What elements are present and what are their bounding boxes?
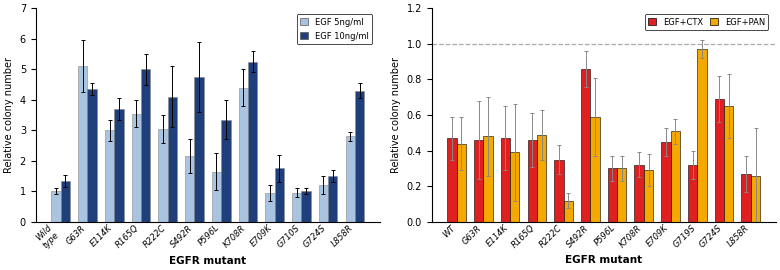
Bar xyxy=(114,109,123,222)
Bar xyxy=(697,49,707,222)
Bar xyxy=(105,130,114,222)
Bar xyxy=(724,106,733,222)
Bar xyxy=(510,153,519,222)
Bar xyxy=(501,138,510,222)
Bar xyxy=(671,131,680,222)
Bar xyxy=(61,181,70,222)
Bar xyxy=(714,99,724,222)
Bar xyxy=(742,174,751,222)
Bar xyxy=(590,117,600,222)
Bar xyxy=(634,165,644,222)
Bar xyxy=(222,120,231,222)
Bar xyxy=(661,142,671,222)
Bar xyxy=(537,135,546,222)
Bar xyxy=(239,87,248,222)
Bar xyxy=(275,168,284,222)
Bar xyxy=(132,113,141,222)
Bar xyxy=(301,191,310,222)
Bar xyxy=(564,201,573,222)
Bar xyxy=(158,129,168,222)
Bar xyxy=(527,140,537,222)
Legend: EGF 5ng/ml, EGF 10ng/ml: EGF 5ng/ml, EGF 10ng/ml xyxy=(296,15,372,44)
Bar xyxy=(168,97,177,222)
Bar xyxy=(555,160,564,222)
Bar xyxy=(346,136,355,222)
Bar xyxy=(608,168,617,222)
Bar xyxy=(78,66,87,222)
Bar xyxy=(447,138,456,222)
Bar xyxy=(484,136,493,222)
Bar xyxy=(141,69,151,222)
Bar xyxy=(185,156,194,222)
Bar xyxy=(319,185,328,222)
Bar xyxy=(265,193,275,222)
Bar xyxy=(194,77,204,222)
X-axis label: EGFR mutant: EGFR mutant xyxy=(169,256,246,266)
Bar xyxy=(474,140,484,222)
Bar xyxy=(581,69,590,222)
Bar xyxy=(248,62,257,222)
Bar xyxy=(456,144,466,222)
Y-axis label: Relative colony number: Relative colony number xyxy=(4,57,14,173)
Y-axis label: Relative colony number: Relative colony number xyxy=(391,57,401,173)
Bar xyxy=(212,171,222,222)
Bar xyxy=(87,89,97,222)
Bar xyxy=(751,176,760,222)
Bar xyxy=(688,165,697,222)
Bar xyxy=(355,91,364,222)
Bar xyxy=(644,170,653,222)
Bar xyxy=(51,191,61,222)
Legend: EGF+CTX, EGF+PAN: EGF+CTX, EGF+PAN xyxy=(644,15,768,30)
Bar xyxy=(617,168,626,222)
Bar xyxy=(328,176,338,222)
X-axis label: EGFR mutant: EGFR mutant xyxy=(566,255,642,265)
Bar xyxy=(292,193,301,222)
